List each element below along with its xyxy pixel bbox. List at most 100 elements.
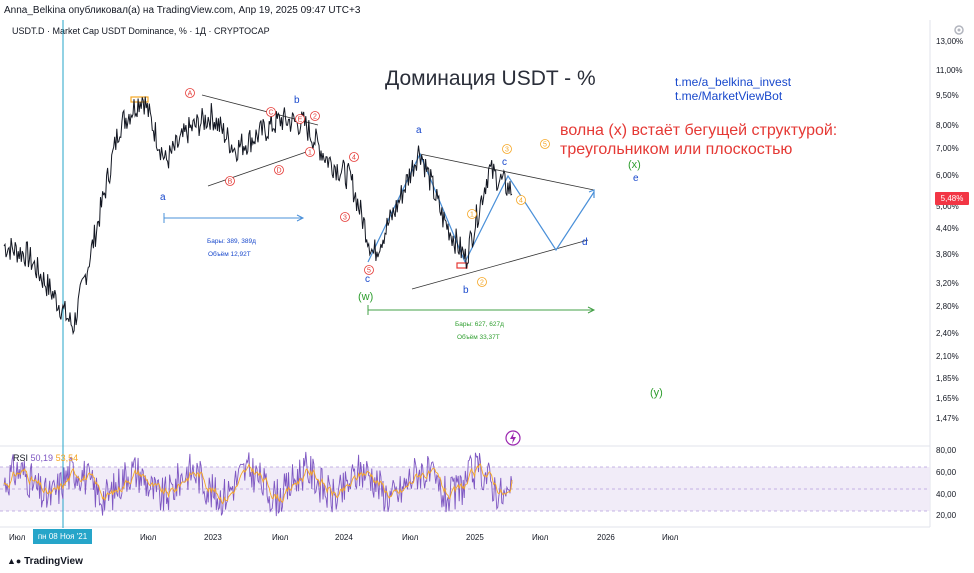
price-axis-label: 2,40%	[936, 329, 959, 339]
time-axis-label: Июл	[532, 533, 549, 542]
telegram-links: t.me/a_belkina_invest t.me/MarketViewBot	[675, 75, 791, 103]
orange-label-4: 4	[516, 195, 526, 205]
rsi-ma-line	[3, 463, 513, 505]
price-axis-label: 8,00%	[936, 120, 959, 130]
svg-text:3: 3	[343, 215, 347, 222]
orange-label-5: 5	[540, 139, 550, 149]
svg-text:3: 3	[505, 147, 509, 154]
svg-text:2: 2	[480, 280, 484, 287]
wave-label-w: (w)	[358, 291, 373, 303]
price-axis-label: 3,20%	[936, 279, 959, 289]
orange-label-3: 3	[502, 144, 512, 154]
svg-text:1: 1	[470, 212, 474, 219]
time-axis-label: 2023	[204, 533, 222, 542]
svg-text:B: B	[228, 179, 233, 186]
rsi-axis-label: 60,00	[936, 468, 957, 477]
price-axis-label: 4,40%	[936, 224, 959, 234]
rsi-axis-label: 80,00	[936, 446, 957, 456]
orange-label-1: 1	[467, 209, 477, 219]
range2-arrow	[587, 306, 596, 314]
circle-label-C: C	[266, 107, 276, 117]
left-lower-trendline	[207, 149, 313, 187]
rsi-label: RSI	[13, 453, 29, 463]
link-bot[interactable]: t.me/MarketViewBot	[675, 89, 783, 103]
time-axis-label: 2026	[597, 533, 615, 542]
price-axis-label: 5,00%	[936, 202, 959, 212]
time-axis-label: 2025	[466, 533, 484, 542]
current-price-label: 5,48%	[935, 192, 969, 205]
rsi-value: 50,19	[30, 453, 54, 463]
wave-label-b-left: b	[294, 95, 300, 106]
wave-label-a-tri: a	[416, 125, 422, 136]
abcde-projection-path	[367, 152, 595, 264]
triangle-lower-trendline	[411, 239, 589, 290]
low-marker	[456, 262, 468, 269]
circle-label-A: A	[185, 88, 195, 98]
wave-label-b-tri: b	[463, 285, 469, 296]
rsi-legend[interactable]: RSI 50,19 53,54	[13, 453, 78, 463]
svg-text:4: 4	[352, 155, 356, 162]
svg-text:4: 4	[519, 198, 523, 205]
range2-bars-label: Бары: 627, 627д	[455, 321, 504, 328]
circle-label-D: D	[274, 165, 284, 175]
price-axis-label: 1,85%	[936, 374, 959, 383]
wave-note-line2: треугольником или плоскостью	[560, 141, 793, 158]
wave-note: волна (x) встаёт бегущей структурой: тре…	[560, 121, 837, 159]
price-axis-label: 3,80%	[936, 249, 959, 259]
svg-text:1: 1	[308, 150, 312, 157]
svg-text:5: 5	[367, 268, 371, 275]
price-axis-label: 2,80%	[936, 302, 959, 312]
time-axis-label: Июл	[662, 533, 679, 542]
time-axis-label: Июл	[272, 533, 289, 542]
wave-label-c-tri: c	[502, 157, 507, 168]
range1-volume-label: Объём 12,92Т	[208, 250, 251, 258]
circle-label-B: B	[225, 176, 235, 186]
price-line	[3, 96, 513, 336]
triangle-upper-trendline	[419, 153, 595, 191]
time-axis-label: 2024	[335, 533, 353, 542]
svg-text:D: D	[276, 168, 281, 175]
rsi-ma-value: 53,54	[55, 453, 79, 463]
range1-arrow	[296, 214, 305, 222]
price-axis-label: 9,50%	[936, 91, 959, 101]
rsi-ma-series	[3, 463, 513, 505]
chart-title-annotation: Доминация USDT - %	[385, 67, 596, 90]
wave-label-a-left: a	[160, 192, 166, 203]
svg-text:C: C	[268, 110, 273, 117]
svg-text:5: 5	[543, 142, 547, 149]
red-label-4: 4	[349, 152, 359, 162]
range1-bars-label: Бары: 389, 389д	[207, 238, 256, 245]
settings-icon[interactable]	[952, 23, 966, 37]
price-axis-label: 13,00%	[936, 37, 964, 46]
red-label-5: 5	[364, 265, 374, 275]
circle-label-E: E	[295, 114, 305, 124]
svg-text:E: E	[298, 117, 303, 124]
symbol-description[interactable]: USDT.D · Market Cap USDT Dominance, % · …	[12, 26, 270, 36]
wave-label-e-tri: e	[633, 173, 639, 184]
wave-label-y: (y)	[650, 387, 663, 399]
svg-text:A: A	[188, 91, 193, 98]
alert-flash-icon	[505, 430, 521, 446]
price-axis-label: 7,00%	[936, 144, 959, 153]
time-axis-label: Июл	[402, 533, 419, 542]
high-marker	[130, 96, 149, 103]
wave-note-line1: волна (x) встаёт бегущей структурой:	[560, 122, 838, 139]
time-axis-label: Июл	[9, 533, 26, 542]
rsi-line	[3, 451, 513, 517]
wave-label-x: (x)	[628, 159, 641, 171]
tradingview-logo[interactable]: ▲● TradingView	[7, 556, 83, 567]
wave-label-d-tri: d	[582, 237, 588, 248]
link-channel[interactable]: t.me/a_belkina_invest	[675, 75, 792, 89]
range2-volume-label: Объём 33,37Т	[457, 333, 500, 341]
red-label-1: 1	[305, 147, 315, 157]
rsi-series	[3, 451, 513, 517]
publication-attribution: Anna_Belkina опубликовал(а) на TradingVi…	[4, 5, 361, 16]
price-axis-label: 2,10%	[936, 352, 959, 362]
wave-label-c-left: c	[365, 274, 370, 285]
price-axis-label: 1,65%	[936, 393, 959, 403]
svg-text:2: 2	[313, 114, 317, 121]
crosshair-date-badge: пн 08 Ноя '21	[33, 529, 92, 544]
time-axis-label: Июл	[140, 533, 157, 542]
orange-label-2: 2	[477, 277, 487, 287]
